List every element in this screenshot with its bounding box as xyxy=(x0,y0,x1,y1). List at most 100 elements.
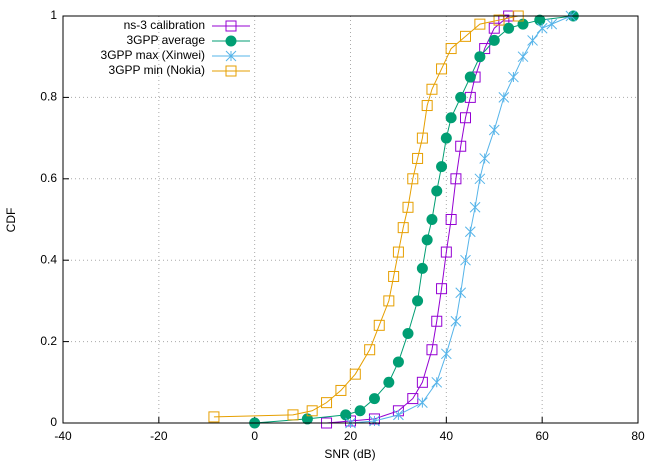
marker xyxy=(225,35,237,47)
x-axis-label: SNR (dB) xyxy=(324,447,375,461)
marker xyxy=(402,201,414,213)
legend-label: ns-3 calibration xyxy=(124,18,205,32)
marker xyxy=(287,409,299,421)
marker xyxy=(498,92,510,103)
marker xyxy=(474,51,486,63)
marker xyxy=(469,201,481,213)
marker xyxy=(431,376,443,388)
x-tick-label: 80 xyxy=(631,429,645,443)
marker xyxy=(426,214,438,225)
marker xyxy=(340,409,352,421)
marker xyxy=(369,415,380,427)
marker xyxy=(436,63,448,75)
legend-label: 3GPP average xyxy=(127,33,206,47)
marker xyxy=(455,91,467,103)
marker xyxy=(479,153,491,164)
marker xyxy=(503,22,515,34)
marker xyxy=(388,270,400,282)
series-line xyxy=(350,15,572,424)
series-line xyxy=(254,15,574,424)
marker xyxy=(464,71,476,83)
x-tick-label: -20 xyxy=(150,429,168,443)
x-tick-label: 20 xyxy=(344,429,358,443)
marker xyxy=(464,226,476,238)
marker xyxy=(397,222,409,234)
y-axis-label: CDF xyxy=(4,208,18,233)
marker xyxy=(383,376,395,388)
marker xyxy=(488,34,500,46)
marker xyxy=(479,43,491,55)
series-line xyxy=(213,15,519,418)
marker xyxy=(445,214,457,225)
marker xyxy=(493,14,505,26)
marker xyxy=(416,132,428,144)
marker xyxy=(536,22,548,34)
marker xyxy=(412,152,424,164)
marker xyxy=(417,397,428,409)
marker xyxy=(436,161,448,173)
plot-border xyxy=(62,15,639,424)
marker xyxy=(426,344,438,356)
marker xyxy=(534,14,546,26)
marker xyxy=(440,246,452,258)
marker xyxy=(416,376,428,388)
marker xyxy=(392,356,404,368)
marker xyxy=(225,20,237,32)
marker xyxy=(455,287,467,299)
marker xyxy=(321,397,333,409)
marker xyxy=(546,18,558,30)
marker xyxy=(421,100,433,112)
marker xyxy=(225,50,237,62)
marker xyxy=(407,173,419,185)
marker xyxy=(517,51,529,63)
marker xyxy=(488,124,500,136)
marker xyxy=(508,71,519,83)
y-tick-label: 0.2 xyxy=(40,334,57,348)
marker xyxy=(335,384,347,396)
y-tick-label: 0.6 xyxy=(40,171,57,185)
marker xyxy=(445,112,457,124)
x-tick-label: 40 xyxy=(440,429,454,443)
legend-label: 3GPP max (Xinwei) xyxy=(101,48,205,62)
marker xyxy=(426,83,438,95)
marker xyxy=(306,405,318,417)
marker xyxy=(436,283,448,295)
marker xyxy=(208,411,220,423)
marker xyxy=(412,295,424,307)
marker xyxy=(368,393,380,405)
marker xyxy=(460,112,471,124)
series-line xyxy=(326,15,509,424)
marker xyxy=(474,173,486,185)
marker xyxy=(440,348,452,360)
marker xyxy=(455,140,467,152)
y-tick-label: 0 xyxy=(50,415,57,429)
marker xyxy=(373,319,385,331)
marker xyxy=(393,409,404,421)
marker xyxy=(416,262,428,274)
marker xyxy=(421,234,433,246)
marker xyxy=(450,315,462,327)
marker xyxy=(383,295,395,307)
legend-label: 3GPP min (Nokia) xyxy=(109,63,205,77)
marker xyxy=(440,132,452,144)
marker xyxy=(445,43,457,55)
marker xyxy=(450,173,462,185)
marker xyxy=(354,405,366,417)
marker xyxy=(431,315,443,327)
x-tick-label: -40 xyxy=(54,429,72,443)
marker xyxy=(392,246,404,258)
marker xyxy=(364,344,376,356)
marker xyxy=(402,327,414,339)
y-tick-label: 0.8 xyxy=(40,90,57,104)
marker xyxy=(527,35,538,46)
x-tick-label: 60 xyxy=(535,429,549,443)
marker xyxy=(460,30,471,42)
marker xyxy=(474,18,486,30)
marker xyxy=(225,65,237,77)
y-tick-label: 1 xyxy=(50,8,57,22)
marker xyxy=(460,254,471,266)
marker xyxy=(431,185,443,197)
y-tick-label: 0.4 xyxy=(40,252,57,266)
marker xyxy=(349,368,361,380)
